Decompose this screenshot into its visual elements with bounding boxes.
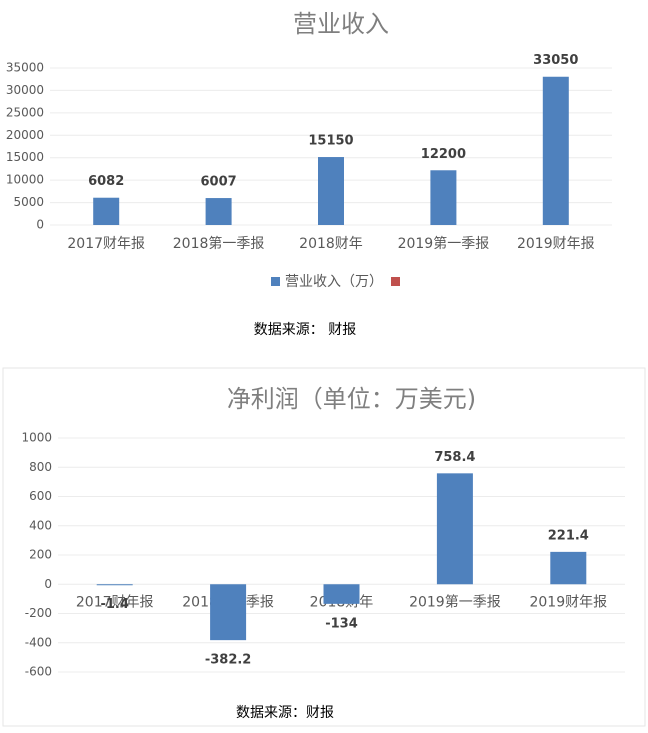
x-tick-label: 2019第一季报 bbox=[398, 235, 490, 252]
x-tick-label: 2019财年报 bbox=[517, 236, 595, 252]
data-label: 15150 bbox=[308, 134, 353, 149]
chart-border bbox=[2, 367, 646, 727]
data-label: 33050 bbox=[533, 53, 578, 68]
y-tick-label: 1000 bbox=[21, 431, 52, 445]
source-note: 数据来源：财报 bbox=[236, 705, 334, 721]
y-tick-label: 35000 bbox=[6, 61, 44, 75]
bar bbox=[210, 584, 247, 641]
data-label: 12200 bbox=[421, 147, 466, 162]
x-tick-label: 2017财年报 bbox=[67, 236, 145, 252]
x-tick-label: 2017财年报 bbox=[76, 594, 154, 610]
y-tick-label: 0 bbox=[44, 577, 52, 591]
y-tick-label: 30000 bbox=[6, 83, 44, 97]
y-tick-label: -200 bbox=[25, 606, 52, 620]
y-tick-label: 5000 bbox=[13, 195, 44, 209]
bar bbox=[205, 198, 232, 225]
y-tick-label: 400 bbox=[29, 518, 52, 532]
y-tick-label: 200 bbox=[29, 548, 52, 562]
chart-title: 净利润（单位：万美元) bbox=[227, 385, 476, 413]
data-label: 6082 bbox=[88, 174, 124, 189]
y-tick-label: 600 bbox=[29, 489, 52, 503]
y-tick-label: 10000 bbox=[6, 173, 44, 187]
x-tick-label: 2019财年报 bbox=[529, 594, 607, 610]
y-tick-label: -400 bbox=[25, 635, 52, 649]
bar bbox=[430, 170, 457, 225]
y-tick-label: 25000 bbox=[6, 105, 44, 119]
source-note: 数据来源： 财报 bbox=[254, 322, 356, 338]
y-tick-label: 0 bbox=[36, 218, 44, 232]
data-label: -1.4 bbox=[100, 597, 128, 612]
bar bbox=[93, 197, 120, 225]
bar bbox=[318, 157, 344, 225]
y-tick-label: -600 bbox=[25, 665, 52, 679]
legend-swatch bbox=[391, 277, 400, 286]
legend-label: 营业收入（万） bbox=[285, 274, 383, 290]
bar bbox=[96, 584, 133, 586]
bar bbox=[542, 76, 569, 225]
y-tick-label: 15000 bbox=[6, 150, 44, 164]
legend-swatch bbox=[271, 277, 280, 286]
data-label: -382.2 bbox=[205, 653, 252, 668]
bar bbox=[436, 473, 473, 585]
data-label: 6007 bbox=[201, 175, 237, 190]
chart-title: 营业收入 bbox=[293, 10, 389, 38]
data-label: -134 bbox=[325, 616, 358, 631]
x-tick-label: 2018第一季报 bbox=[173, 235, 265, 252]
y-tick-label: 20000 bbox=[6, 128, 44, 142]
bar bbox=[323, 584, 360, 604]
data-label: 221.4 bbox=[548, 528, 589, 543]
x-tick-label: 2018财年 bbox=[299, 236, 363, 252]
x-tick-label: 2019第一季报 bbox=[409, 593, 501, 610]
y-tick-label: 800 bbox=[29, 460, 52, 474]
bar bbox=[550, 551, 587, 585]
data-label: 758.4 bbox=[434, 450, 475, 465]
